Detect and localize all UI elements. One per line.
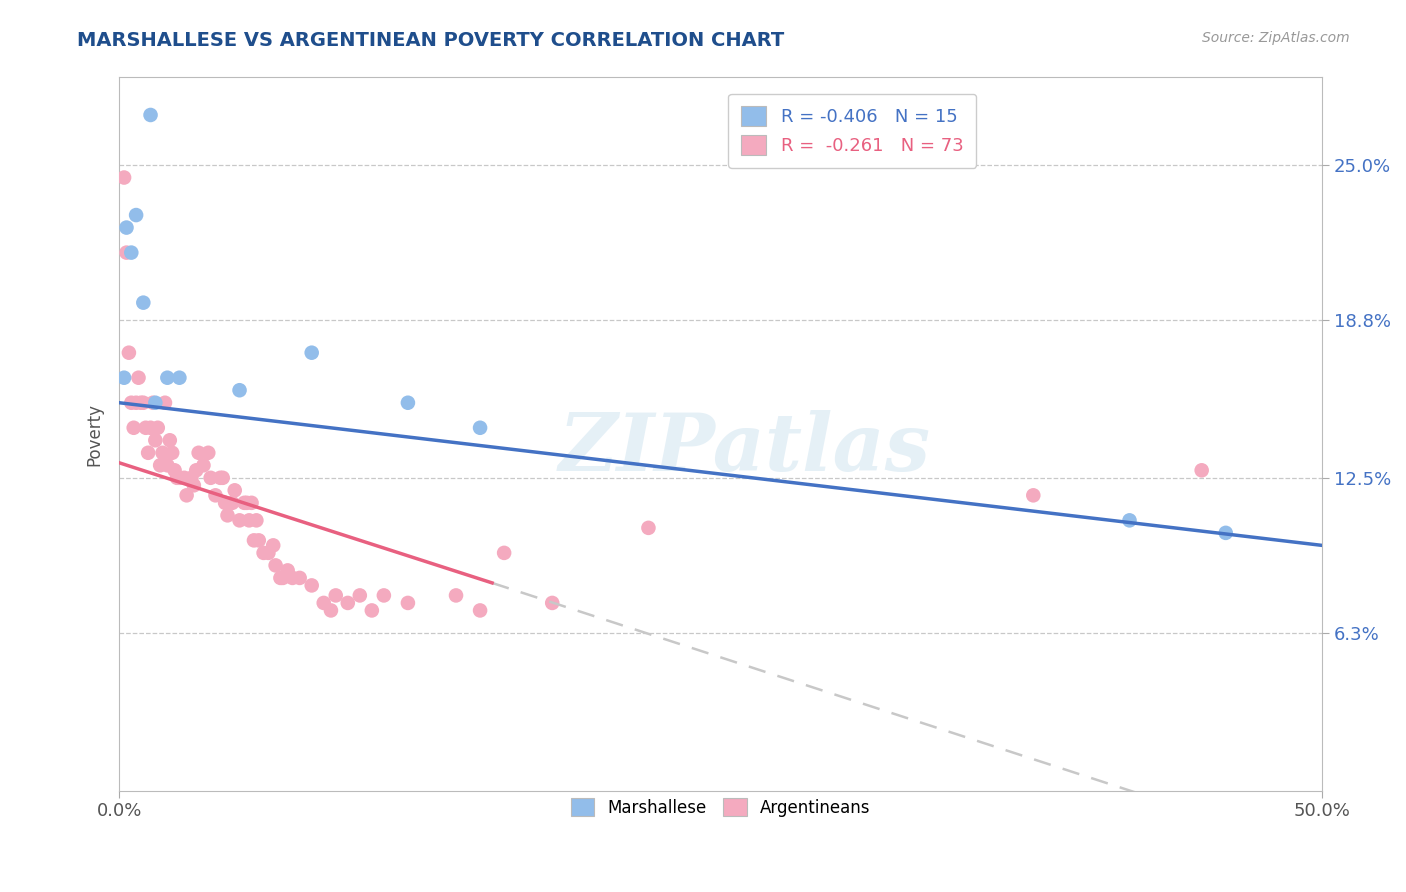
Point [142,396,165,410]
Point [176,488,198,502]
Point [163,463,186,477]
Text: ZIPatlas: ZIPatlas [558,409,931,487]
Point [301,345,323,359]
Point [120,396,142,410]
Point [468,421,491,435]
Point [217,508,239,523]
Point [146,421,169,435]
Point [169,471,191,485]
Point [228,513,250,527]
Point [224,483,246,498]
Point [396,596,419,610]
Point [336,596,359,610]
Text: Source: ZipAtlas.com: Source: ZipAtlas.com [1202,31,1350,45]
Point [120,245,142,260]
Point [238,513,260,527]
Point [156,458,179,473]
Point [125,396,148,410]
Point [281,571,304,585]
Point [325,589,347,603]
Point [301,578,323,592]
Point [186,463,208,477]
Point [187,446,209,460]
Point [139,421,162,435]
Point [277,563,299,577]
Point [264,558,287,573]
Point [115,220,138,235]
Point [1118,513,1140,527]
Point [221,496,243,510]
Point [245,513,267,527]
Point [1215,525,1237,540]
Point [211,471,233,485]
Point [132,396,155,410]
Point [122,421,145,435]
Point [132,295,155,310]
Point [252,546,274,560]
Point [160,446,183,460]
Point [193,458,215,473]
Point [149,458,172,473]
Point [236,496,259,510]
Point [468,603,491,617]
Point [135,421,157,435]
Point [319,603,342,617]
Point [152,446,174,460]
Point [159,434,181,448]
Point [396,396,419,410]
Point [129,396,152,410]
Point [1022,488,1045,502]
Point [349,589,371,603]
Point [312,596,335,610]
Point [257,546,280,560]
Point [541,596,564,610]
Point [262,538,284,552]
Point [204,488,226,502]
Point [494,546,516,560]
Y-axis label: Poverty: Poverty [86,402,103,466]
Point [243,533,266,548]
Text: MARSHALLESE VS ARGENTINEAN POVERTY CORRELATION CHART: MARSHALLESE VS ARGENTINEAN POVERTY CORRE… [77,31,785,50]
Point [166,471,188,485]
Point [180,471,202,485]
Point [240,496,263,510]
Point [143,434,166,448]
Point [228,383,250,397]
Point [1191,463,1213,477]
Point [153,396,176,410]
Point [143,396,166,410]
Point [112,170,135,185]
Point [115,245,138,260]
Point [139,108,162,122]
Point [128,370,150,384]
Point [288,571,311,585]
Point [444,589,467,603]
Point [200,471,222,485]
Point [271,571,294,585]
Point [214,496,236,510]
Point [173,471,195,485]
Point [112,370,135,384]
Point [247,533,270,548]
Point [637,521,659,535]
Point [197,446,219,460]
Point [136,446,159,460]
Point [169,370,191,384]
Legend: Marshallese, Argentineans: Marshallese, Argentineans [562,789,879,825]
Point [233,496,256,510]
Point [156,370,179,384]
Point [118,345,141,359]
Point [360,603,382,617]
Point [373,589,395,603]
Point [183,478,205,492]
Point [269,571,291,585]
Point [125,208,148,222]
Point [209,471,232,485]
